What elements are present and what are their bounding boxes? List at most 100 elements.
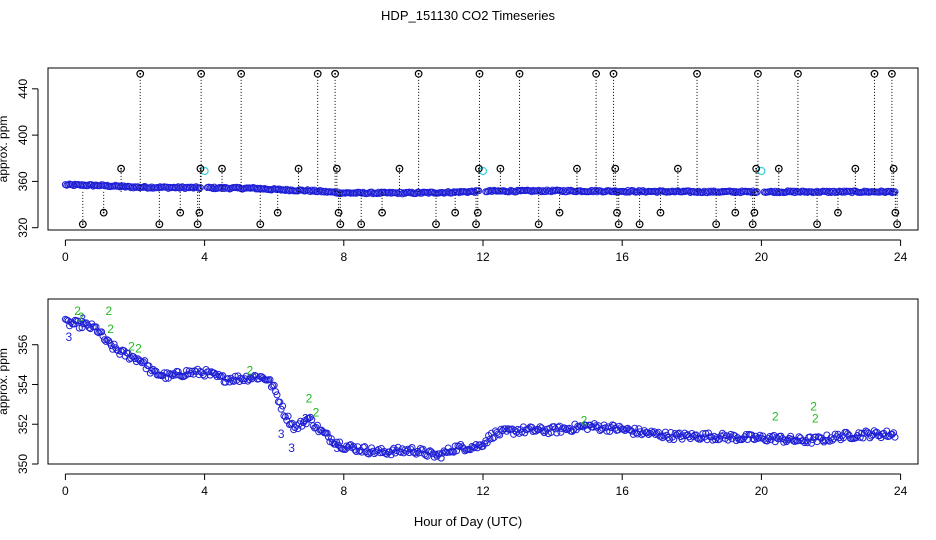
spike-point-dot [734,211,737,214]
data-point [284,412,292,420]
spike-point-dot [398,167,401,170]
spike-point [534,220,543,229]
data-point [432,450,440,458]
data-point [102,337,110,345]
spike-point [609,69,618,78]
data-point [606,428,614,435]
data-point [791,438,799,445]
spike-point-dot [276,211,279,214]
y-axis-label: approx. ppm [0,116,10,183]
data-point [177,372,185,380]
x-tick-label: 16 [616,250,630,264]
y-tick-label: 352 [16,414,30,434]
spike-point [656,208,665,217]
spike-point-dot [696,72,698,75]
y-tick-label: 360 [16,171,30,191]
spike-point [893,220,902,229]
data-point [425,448,433,456]
digit-marker: 3 [278,427,285,441]
spike-point [891,208,900,217]
x-tick-label: 8 [340,484,347,498]
spike-point [475,69,484,78]
digit-marker: 2 [772,409,779,423]
digit-marker: 3 [288,441,295,455]
spike-point-dot [454,211,457,214]
spike-point [813,220,821,229]
spike-point [273,208,282,217]
spike-point [357,220,366,229]
y-tick-label: 320 [16,217,30,237]
spike-point [573,164,581,173]
x-tick-label: 8 [340,250,347,264]
data-point [724,436,732,444]
spike-point-dot [475,223,477,226]
spike-point [731,208,740,217]
spike-point [193,220,202,229]
spike-point [851,164,860,173]
spike-point [332,164,341,173]
data-point [504,425,512,433]
spike-point [334,208,343,217]
data-point [273,391,281,399]
data-point [799,437,807,445]
chart-top: 0 4 8 12 16 20 24 320 360 400 440 approx. ppm [0,67,919,264]
data-point [110,340,118,348]
spike-point [218,164,226,173]
spike-point-dot [757,72,759,75]
spike-point [451,208,460,217]
data-point [568,428,576,435]
spike-point-dot [854,167,857,170]
spike-point [472,220,480,229]
spike-point-dot [537,223,540,226]
data-point [327,435,335,443]
spike-point-dot [478,72,481,75]
data-point [224,375,232,383]
x-tick-label: 20 [755,484,769,498]
spike-point-dot [339,223,342,226]
data-point [834,430,842,438]
data-point [891,433,899,441]
spike-point [774,164,783,173]
data-point [801,439,809,447]
x-axis-label: Hour of Day (UTC) [413,514,523,529]
data-point [408,444,416,451]
data-point [266,376,274,384]
spike-point-dot [200,72,203,75]
spike-point-dot [892,167,895,170]
spike-point [294,164,303,173]
spike-point-dot [576,167,578,170]
data-point [99,332,107,340]
spike-point [313,69,322,78]
spike-point [712,220,721,229]
data-point [856,433,864,441]
spike-point [474,164,483,173]
spike-point-dot [896,223,899,226]
spike-point-dot [894,211,897,214]
spike-point-dot [816,223,818,226]
digit-marker: 2 [306,391,313,405]
spike-point [99,208,108,217]
data-point [75,324,83,332]
data-point [455,443,463,450]
spike-point [378,208,386,217]
x-tick-label: 20 [755,250,769,264]
data-point [148,367,156,375]
data-point [539,427,547,435]
digit-marker: 3 [66,330,73,344]
data-point [270,381,278,389]
data-point [446,448,454,456]
data-point [331,440,339,448]
spike-point-dot [360,223,363,226]
spike-point-dot [499,167,502,170]
data-point [323,429,331,437]
spike-point [155,220,164,229]
spike-point-dot [676,167,679,170]
spike-point-dot [435,223,437,226]
data-point [404,445,412,453]
data-point [302,420,310,428]
spike-point-dot [240,72,243,75]
spike-point [176,208,185,217]
spike-point-dot [102,211,105,214]
x-tick-label: 4 [201,484,208,498]
data-point [631,424,639,432]
